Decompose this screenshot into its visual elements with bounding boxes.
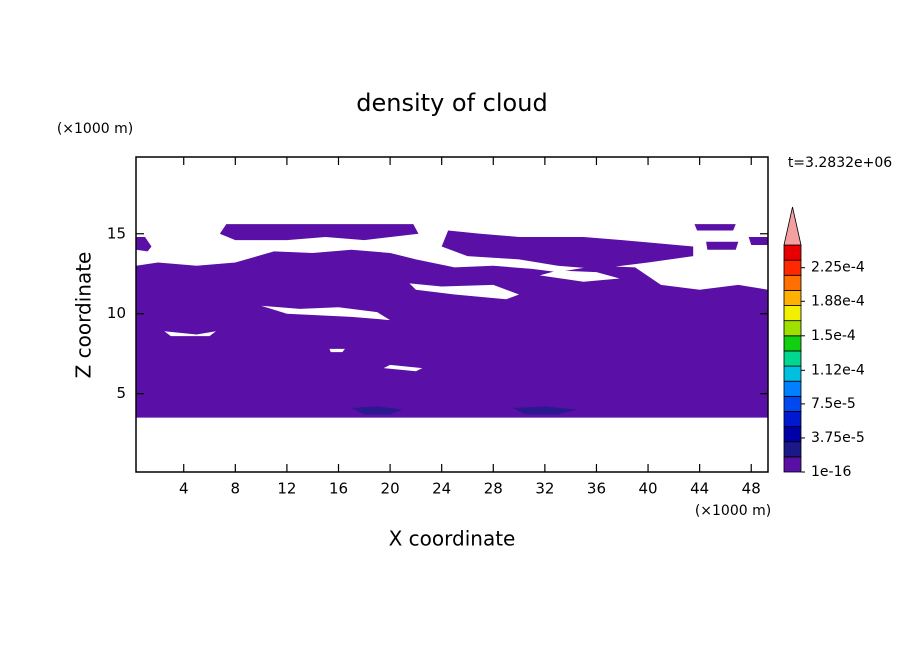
colorbar-box — [783, 350, 802, 367]
colorbar-box — [783, 380, 802, 397]
time-label: t=3.2832e+06 — [788, 155, 892, 171]
y-unit: (×1000 m) — [57, 121, 133, 137]
x-unit: (×1000 m) — [695, 503, 771, 519]
contour-region — [694, 224, 736, 231]
colorbar-box — [783, 289, 802, 306]
contour-region — [706, 241, 739, 250]
contour-region — [136, 236, 152, 252]
colorbar-box — [783, 441, 802, 458]
colorbar-box — [783, 426, 802, 443]
x-tick-label: 4 — [179, 480, 189, 498]
colorbar-box — [783, 259, 802, 276]
contour-region — [409, 283, 520, 300]
x-tick-label: 48 — [742, 480, 761, 498]
colorbar-box — [783, 335, 802, 352]
colorbar-box — [783, 456, 802, 473]
x-tick-label: 32 — [535, 480, 554, 498]
colorbar-label: 1.12e-4 — [811, 362, 865, 378]
x-tick-label: 40 — [639, 480, 658, 498]
colorbar-box — [783, 365, 802, 382]
plot-frame — [135, 156, 769, 473]
contour-region — [136, 249, 768, 418]
contour-region — [164, 331, 216, 337]
colorbar-arrow — [783, 206, 802, 246]
colorbar-label: 1.5e-4 — [811, 328, 856, 344]
colorbar-box — [783, 274, 802, 291]
contour-region — [441, 230, 694, 269]
y-tick-label: 5 — [116, 384, 126, 402]
x-tick-label: 28 — [484, 480, 503, 498]
contour-region — [219, 224, 419, 241]
contour-region — [748, 236, 768, 245]
contour-region — [539, 270, 620, 282]
x-tick-label: 36 — [587, 480, 606, 498]
contour-region — [351, 406, 403, 415]
colorbar-label: 1e-16 — [811, 464, 851, 480]
chart-title: density of cloud — [356, 89, 547, 117]
x-tick-label: 24 — [432, 480, 451, 498]
contour-region — [383, 364, 423, 372]
colorbar-box — [783, 305, 802, 322]
x-tick-label: 8 — [231, 480, 241, 498]
x-tick-label: 12 — [277, 480, 296, 498]
contour-region — [512, 406, 578, 415]
x-tick-label: 44 — [690, 480, 709, 498]
x-tick-label: 16 — [329, 480, 348, 498]
y-axis-label: Z coordinate — [72, 252, 96, 379]
colorbar-label: 7.5e-5 — [811, 396, 856, 412]
colorbar-label: 2.25e-4 — [811, 260, 865, 276]
colorbar-box — [783, 320, 802, 337]
y-tick-label: 10 — [107, 304, 126, 322]
colorbar-box — [783, 395, 802, 412]
x-axis-label: X coordinate — [389, 527, 516, 551]
contour-region — [329, 348, 345, 353]
colorbar-label: 1.88e-4 — [811, 293, 865, 309]
contour-region — [261, 305, 391, 321]
y-tick-label: 15 — [107, 224, 126, 242]
colorbar-label: 3.75e-5 — [811, 430, 865, 446]
colorbar-box — [783, 411, 802, 428]
colorbar-box — [783, 244, 802, 261]
x-tick-label: 20 — [381, 480, 400, 498]
